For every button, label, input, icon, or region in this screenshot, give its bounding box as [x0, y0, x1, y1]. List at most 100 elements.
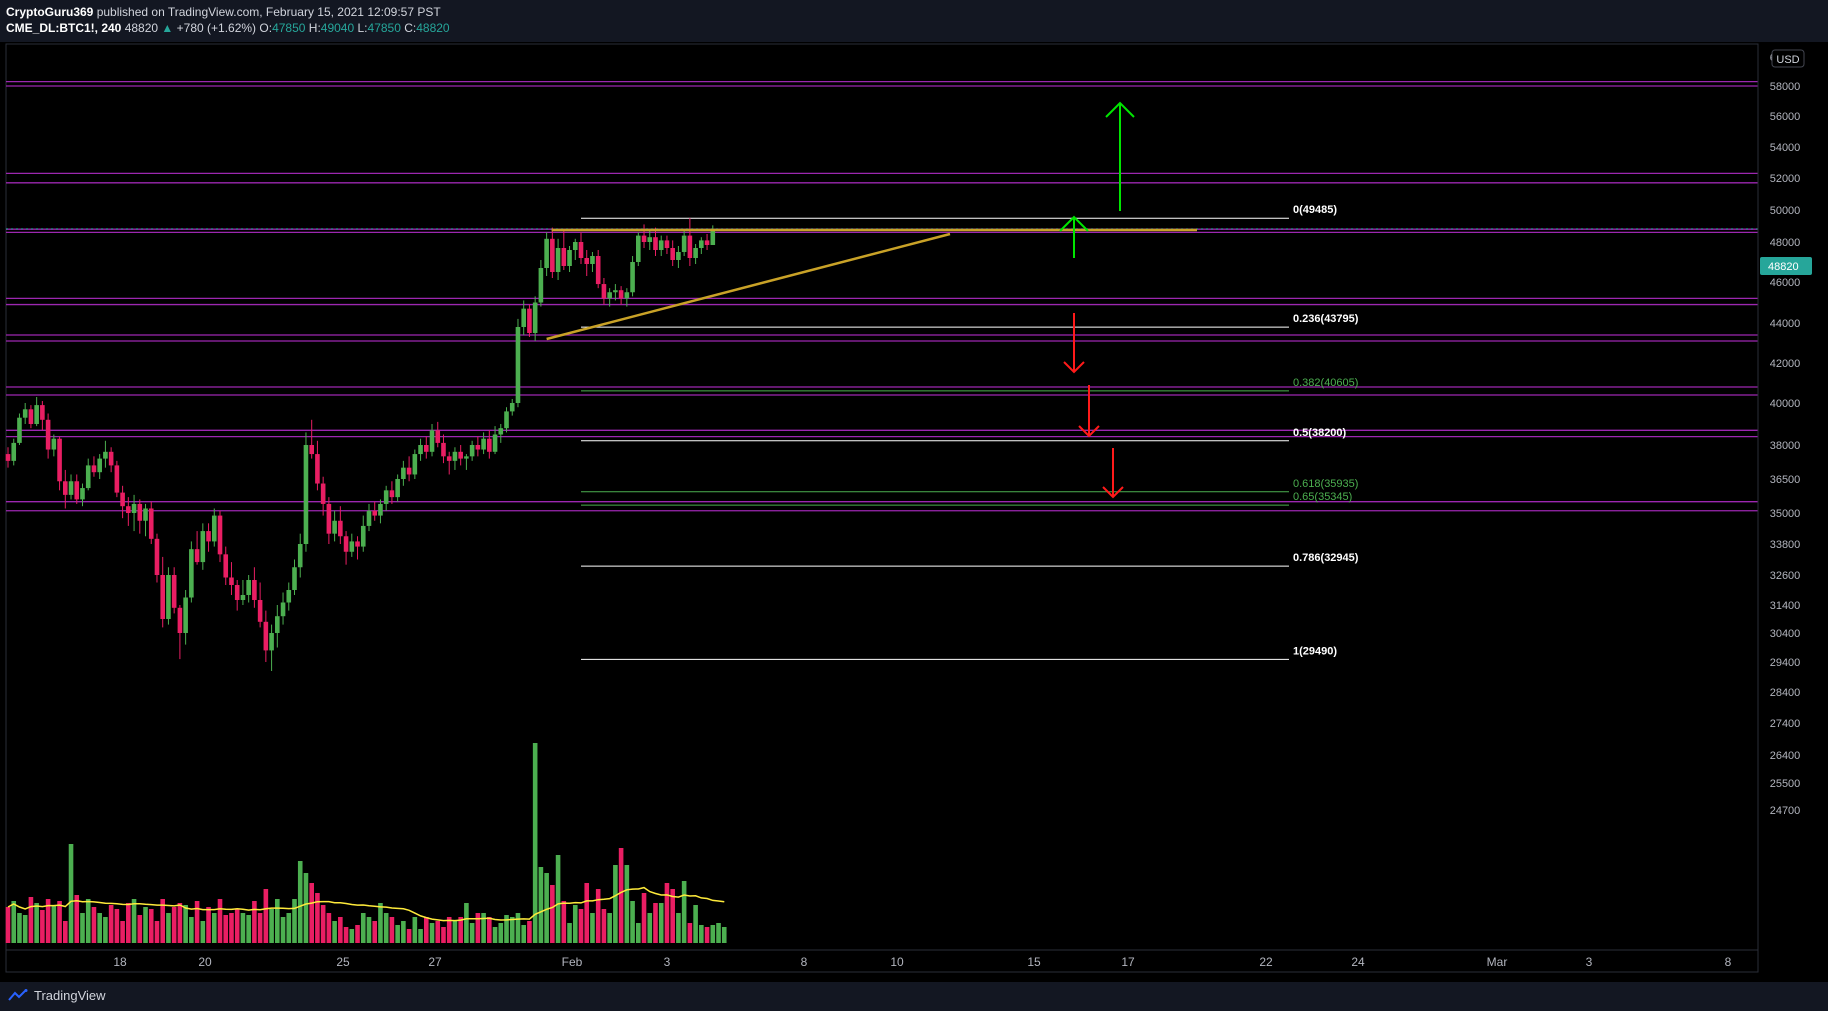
candle	[332, 510, 337, 542]
candle-body	[263, 621, 269, 651]
volume-bar	[303, 873, 309, 943]
candle	[80, 483, 85, 507]
volume-bar	[120, 921, 125, 943]
green-up-arrow-large-head	[1105, 101, 1135, 118]
date-tick-label: 3	[664, 955, 671, 969]
price-tick-label: 54000	[1770, 142, 1801, 154]
volume-bar	[475, 913, 481, 943]
volume-bar	[275, 899, 280, 943]
volume-bar	[292, 899, 297, 943]
volume-bar	[355, 925, 360, 943]
low-label: L:	[357, 21, 368, 35]
candle	[418, 438, 423, 461]
price-axis[interactable]: 6000058000560005400052000500004800046000…	[1757, 44, 1801, 972]
candle-body	[670, 248, 675, 260]
candle	[34, 397, 39, 427]
price-chart[interactable]: 0(49485) 0.236(43795) 0.382(40605) 0.5(3820…	[0, 0, 1828, 982]
volume-bar	[641, 893, 647, 943]
candle	[658, 235, 664, 256]
candle	[11, 438, 17, 466]
candle	[177, 605, 183, 660]
volume-bar	[423, 917, 429, 943]
candle-body	[211, 515, 217, 542]
footer-bar: TradingView	[0, 982, 1828, 1011]
volume-bar	[567, 923, 572, 943]
volume-bar	[240, 913, 246, 943]
candle	[401, 460, 406, 486]
candle-body	[435, 430, 441, 443]
arrow-drawings[interactable]	[1059, 101, 1135, 499]
volume-bar	[211, 913, 217, 943]
volume-bar	[676, 913, 681, 943]
volume-bar	[521, 925, 526, 943]
candle-body	[252, 580, 257, 600]
candle	[360, 515, 366, 552]
candle	[183, 590, 188, 645]
volume-bar	[509, 917, 515, 943]
candle	[343, 531, 349, 565]
candle	[578, 232, 584, 264]
candle	[515, 318, 521, 408]
volume-bar	[80, 913, 85, 943]
candle-body	[131, 503, 137, 513]
candle-body	[269, 633, 274, 651]
volume-bar	[515, 913, 521, 943]
volume-bar	[166, 913, 171, 943]
candle	[40, 401, 45, 431]
volume-bar	[584, 883, 590, 943]
tradingview-brand[interactable]: TradingView	[8, 988, 106, 1003]
candle-body	[34, 405, 39, 424]
candle	[406, 456, 412, 482]
volume-bar	[429, 923, 435, 943]
volume-bar	[418, 929, 423, 943]
candle	[223, 546, 229, 585]
symbol-name[interactable]: CME_DL:BTC1!, 240	[6, 21, 122, 35]
volume-bar	[28, 897, 34, 943]
price-tick-label: 24700	[1770, 805, 1801, 817]
volume-bar	[561, 901, 567, 943]
candle-body	[154, 538, 160, 575]
candle-body	[85, 465, 91, 489]
volume-bar	[22, 915, 28, 943]
candle-body	[280, 602, 286, 617]
candle	[481, 432, 486, 455]
candle	[504, 407, 509, 433]
candle-body	[378, 503, 383, 516]
volume-bar	[647, 913, 653, 943]
time-axis[interactable]: 18 20 25 27 Feb 3 8 10 15 17 22 24 Mar 3 8	[6, 949, 1758, 969]
candle-body	[275, 616, 280, 633]
candle-body	[177, 607, 183, 633]
price-tick-label: 25500	[1770, 778, 1801, 790]
date-tick-label: Feb	[562, 955, 583, 969]
volume-bar	[366, 917, 372, 943]
green-up-arrow-small	[1059, 215, 1089, 258]
candle	[160, 556, 166, 628]
fib-level-label: 0(49485)	[1293, 204, 1337, 216]
candle-body	[223, 554, 229, 578]
candle-body	[515, 327, 521, 403]
volume-bar	[360, 913, 366, 943]
candle	[166, 567, 171, 625]
candle-body	[487, 438, 492, 452]
red-down-arrow-3	[1102, 448, 1124, 499]
brand-name: TradingView	[34, 988, 106, 1003]
author-name[interactable]: CryptoGuru369	[6, 5, 94, 19]
trend-drawings[interactable]	[546, 228, 1197, 341]
candle	[326, 497, 332, 544]
currency-badge[interactable]: USD	[1771, 49, 1805, 68]
candle-body	[11, 442, 17, 461]
volume-bar	[446, 917, 452, 943]
candle-body	[103, 451, 108, 459]
date-tick-label: 25	[336, 955, 350, 969]
price-tick-label: 36500	[1770, 474, 1801, 486]
candle-body	[143, 508, 148, 521]
currency-label: USD	[1776, 54, 1799, 66]
candle-body	[246, 580, 251, 595]
candle-body	[286, 590, 292, 603]
volume-bar	[148, 909, 154, 943]
candle-body	[74, 481, 80, 500]
fibonacci-retracement[interactable]: 0(49485) 0.236(43795) 0.382(40605) 0.5(3820…	[581, 204, 1359, 660]
volume-bar	[51, 905, 57, 943]
volume-bar	[590, 913, 595, 943]
candle-body	[647, 237, 653, 242]
